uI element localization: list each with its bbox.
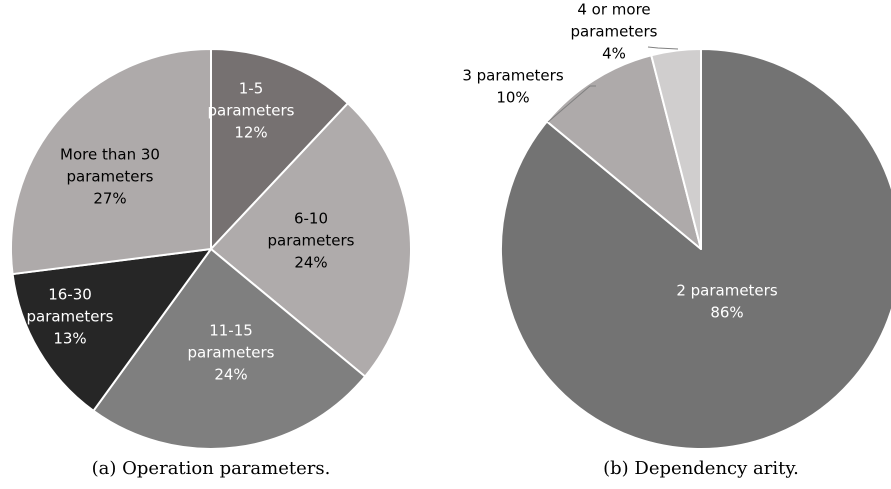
pie-chart-operation-parameters: 1-5 parameters 12% 6-10 parameters 24% 11-15 pa… [10, 48, 412, 479]
leader-line-3-parameters [547, 85, 596, 123]
slice-category-label: parameters [66, 168, 153, 186]
pie-slice [11, 248, 212, 412]
pie-slice [545, 54, 702, 250]
leader-line-4-or-more [647, 46, 679, 50]
slice-percent-label: 12% [234, 124, 267, 142]
pie-a-slices [10, 48, 412, 450]
slice-percent-label: 10% [496, 89, 529, 107]
pie-slice [92, 248, 367, 450]
pie-b-labels: 2 parameters 86% 3 parameters 10% 4 or more p… [462, 1, 778, 322]
slice-category-label: parameters [570, 23, 657, 41]
slice-percent-label: 13% [53, 330, 86, 348]
slice-category-label: 16-30 [48, 286, 92, 304]
slice-category-label: 6-10 [294, 210, 328, 228]
slice-category-label: parameters [26, 308, 113, 326]
pie-chart-dependency-arity: 2 parameters 86% 3 parameters 10% 4 or more p… [462, 1, 891, 479]
slice-percent-label: 86% [710, 304, 743, 322]
slice-category-label: 3 parameters [462, 67, 564, 85]
slice-percent-label: 24% [214, 366, 247, 384]
pie-slice [500, 48, 891, 450]
slice-percent-label: 24% [294, 254, 327, 272]
pie-slice [210, 48, 349, 250]
slice-category-label: 2 parameters [676, 282, 778, 300]
caption-b: (b) Dependency arity. [603, 458, 799, 479]
slice-category-label: More than 30 [60, 146, 160, 164]
slice-category-label: 11-15 [209, 322, 253, 340]
slice-percent-label: 4% [602, 45, 626, 63]
slice-category-label: parameters [267, 232, 354, 250]
slice-category-label: parameters [207, 102, 294, 120]
pie-b-slices [500, 48, 891, 450]
slice-category-label: 4 or more [577, 1, 650, 19]
pie-b-leader-lines [547, 46, 679, 123]
pie-slice [650, 48, 702, 250]
slice-percent-label: 27% [93, 190, 126, 208]
slice-category-label: 1-5 [239, 80, 264, 98]
pie-slice [210, 102, 412, 378]
slice-category-label: parameters [187, 344, 274, 362]
pie-slice [10, 48, 212, 276]
pie-a-labels: 1-5 parameters 12% 6-10 parameters 24% 11-15 pa… [26, 80, 354, 384]
caption-a: (a) Operation parameters. [92, 458, 331, 479]
